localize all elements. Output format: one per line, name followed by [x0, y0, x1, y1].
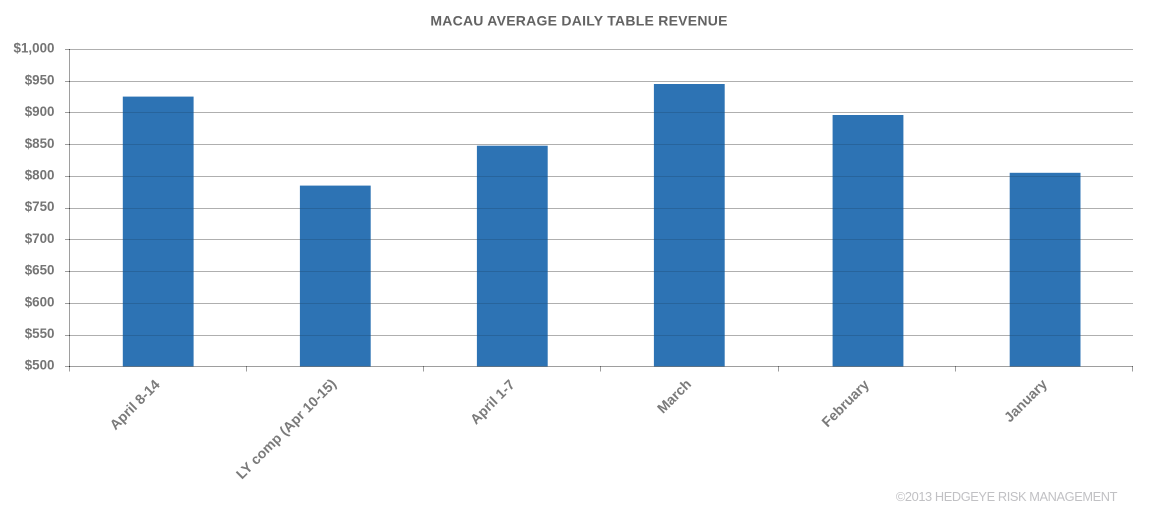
- svg-text:MACAU AVERAGE DAILY TABLE REVE: MACAU AVERAGE DAILY TABLE REVENUE: [430, 13, 727, 29]
- svg-text:$600: $600: [25, 294, 55, 309]
- svg-text:$750: $750: [25, 199, 55, 214]
- svg-text:$550: $550: [25, 326, 55, 341]
- svg-text:$900: $900: [25, 104, 55, 119]
- svg-text:$500: $500: [25, 358, 55, 373]
- svg-text:$700: $700: [25, 231, 55, 246]
- svg-text:$850: $850: [25, 136, 55, 151]
- svg-text:$650: $650: [25, 263, 55, 278]
- svg-text:$950: $950: [25, 72, 55, 87]
- svg-text:©2013 HEDGEYE RISK MANAGEMENT: ©2013 HEDGEYE RISK MANAGEMENT: [896, 489, 1118, 504]
- svg-text:$800: $800: [25, 168, 55, 183]
- svg-text:$1,000: $1,000: [14, 41, 55, 56]
